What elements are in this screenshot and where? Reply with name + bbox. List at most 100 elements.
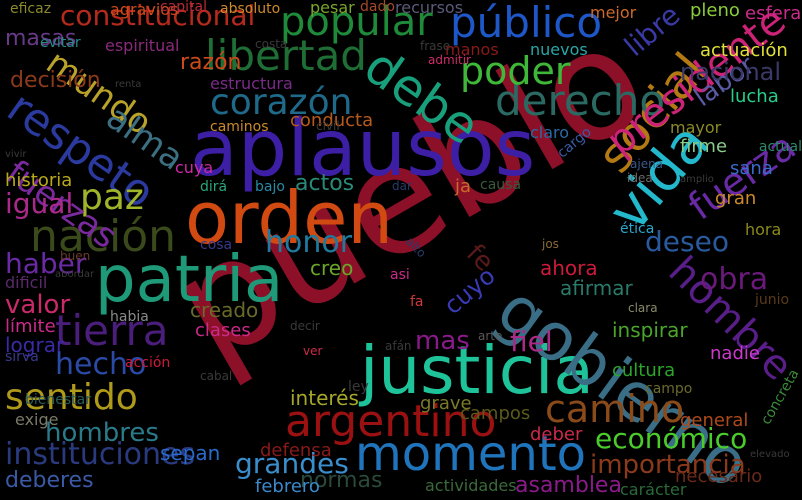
word-92: estructura	[210, 74, 293, 93]
word-107: campo	[645, 381, 693, 397]
word-73: dificil	[5, 273, 48, 292]
word-40: nacional	[680, 58, 782, 86]
word-105: nadie	[710, 343, 760, 364]
word-34: grandes	[235, 447, 349, 480]
word-101: sana	[730, 158, 773, 179]
word-140: renta	[115, 79, 142, 90]
word-85: esfera	[745, 3, 802, 24]
word-78: capital	[160, 0, 208, 15]
word-87: actuación	[700, 40, 788, 61]
word-11: derecho	[495, 76, 666, 125]
word-49: actos	[295, 171, 355, 196]
word-142: amplio	[680, 174, 714, 185]
word-138: fa	[410, 294, 424, 310]
word-46: haber	[5, 247, 87, 280]
word-84: pleno	[690, 0, 740, 21]
word-102: gran	[715, 188, 757, 209]
word-43: cuyo	[438, 261, 501, 320]
word-42: fiel	[510, 325, 553, 358]
word-136: cabal	[200, 369, 233, 383]
word-80: pesar	[310, 0, 355, 17]
word-91: espiritual	[105, 36, 180, 55]
word-129: civil	[316, 119, 340, 133]
word-76: masas	[5, 26, 77, 51]
word-95: dirá	[200, 179, 228, 195]
word-29: honor	[265, 225, 353, 260]
word-10: argentino	[285, 396, 497, 447]
word-120: frase	[420, 39, 451, 53]
word-45: igual	[5, 187, 74, 220]
word-4: patria	[95, 243, 284, 317]
word-90: razón	[180, 50, 242, 75]
word-112: causa	[480, 177, 522, 193]
word-94: cuya	[175, 158, 214, 177]
word-38: deseo	[645, 225, 729, 258]
word-66: general	[680, 410, 749, 431]
word-83: mejor	[590, 3, 637, 22]
word-44: obra	[700, 262, 769, 297]
word-139: abordar	[55, 269, 95, 280]
word-135: sirva	[5, 349, 39, 365]
word-119: admitir	[428, 53, 471, 67]
word-31: sentido	[5, 377, 138, 418]
word-58: interés	[290, 386, 359, 410]
word-32: instituciones	[5, 437, 196, 472]
word-25: tierra	[55, 306, 169, 355]
word-57: febrero	[255, 476, 320, 497]
word-117: evitar	[40, 35, 81, 51]
word-128: asi	[390, 267, 410, 283]
word-82: recursos	[395, 0, 464, 17]
word-118: clara	[628, 301, 658, 315]
word-24: paz	[80, 177, 144, 218]
word-18: constitucional	[60, 0, 256, 32]
word-79: absoluto	[220, 1, 281, 17]
word-35: económico	[595, 422, 748, 455]
word-60: grave	[420, 393, 472, 414]
word-81: dado	[360, 0, 395, 15]
word-131: arte	[478, 329, 503, 343]
word-71: lograr	[5, 333, 65, 357]
word-68: sepan	[160, 441, 221, 465]
word-13: libertad	[205, 31, 367, 80]
word-53: afirmar	[560, 276, 633, 300]
word-93: caminos	[210, 119, 269, 135]
word-145: elevado	[750, 449, 790, 460]
word-72: límite	[5, 316, 56, 337]
word-16: popular	[280, 0, 433, 45]
word-50: creado	[190, 298, 259, 322]
word-15: público	[450, 0, 603, 47]
word-127: jos	[542, 237, 559, 251]
word-104: junio	[755, 292, 790, 308]
word-89: manos	[445, 40, 499, 59]
word-124: ajena	[630, 157, 664, 171]
word-70: bienestar	[25, 392, 91, 408]
word-134: ver	[303, 344, 323, 358]
word-59: campos	[460, 403, 531, 424]
word-63: asamblea	[515, 473, 622, 498]
word-9: momento	[355, 426, 587, 482]
word-52: inspirar	[612, 318, 688, 342]
word-121: costa	[255, 37, 288, 51]
word-97: claro	[530, 123, 570, 142]
word-116: eficaz	[10, 1, 52, 17]
word-30: camino	[545, 387, 685, 431]
word-55: normas	[300, 468, 383, 493]
word-36: importancia	[590, 450, 746, 480]
word-3: orden	[185, 176, 394, 260]
word-130: dar	[392, 179, 412, 193]
word-62: actividades	[425, 476, 517, 495]
word-133: ley	[348, 379, 369, 395]
word-74: historia	[5, 170, 73, 191]
word-99: firme	[680, 136, 728, 157]
word-110: habia	[110, 309, 149, 325]
word-103: hora	[745, 220, 782, 239]
word-75: decisión	[10, 68, 101, 93]
word-77: agravios	[110, 0, 179, 19]
word-111: cosa	[200, 237, 233, 253]
word-64: carácter	[620, 480, 687, 499]
word-106: cultura	[612, 360, 676, 381]
word-33: hombres	[45, 418, 159, 448]
word-115: ética	[620, 221, 655, 237]
word-125: buen	[60, 249, 91, 263]
